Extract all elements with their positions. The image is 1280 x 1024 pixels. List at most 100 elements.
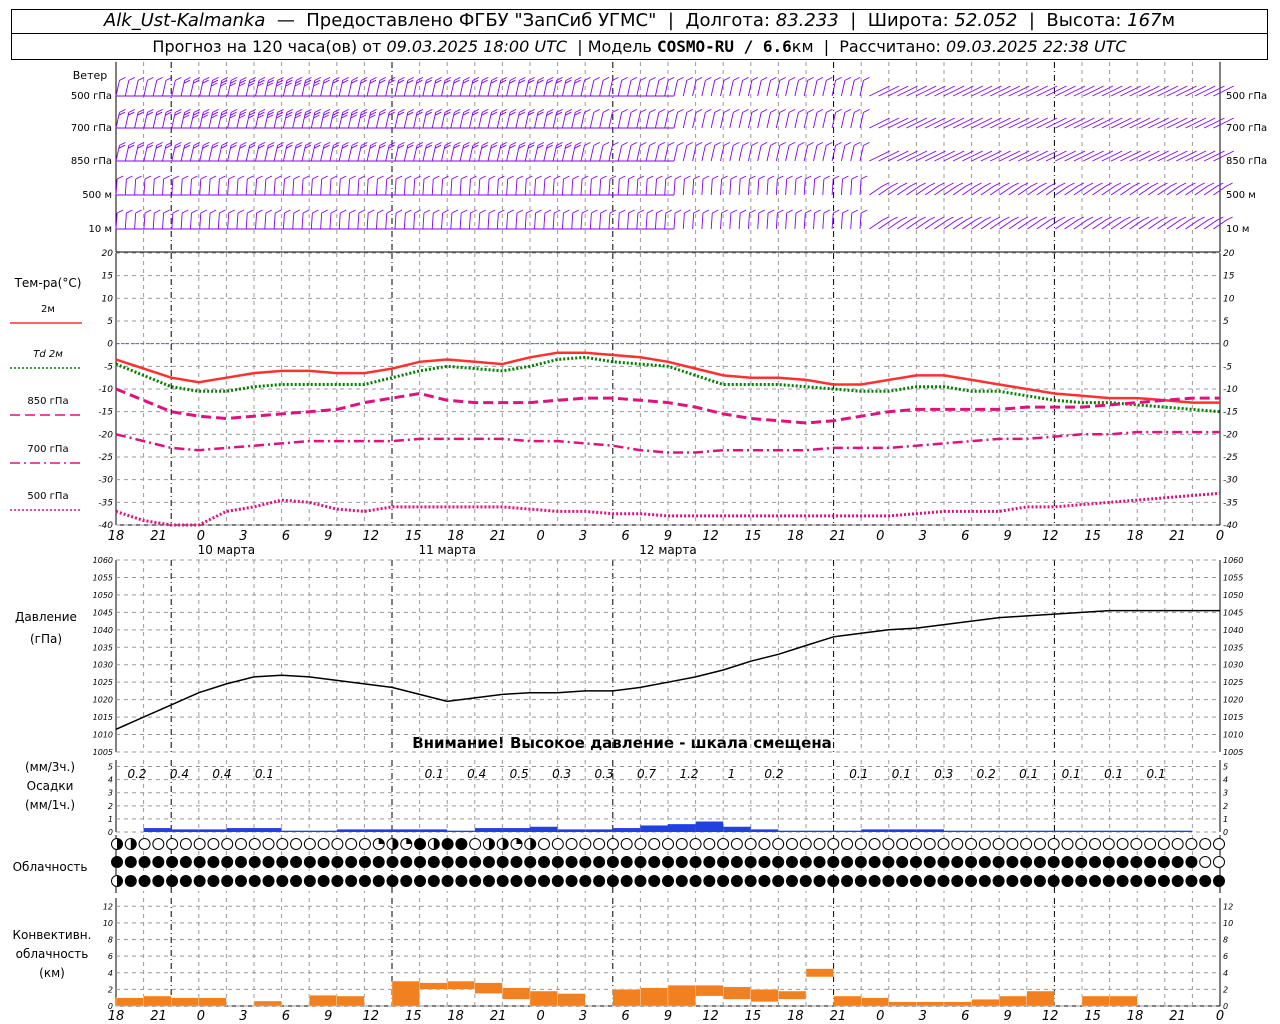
conv-bar [557,993,586,1007]
cloud-cover-circle [317,856,330,868]
precip-bar [833,830,862,832]
cloud-cover-circle [882,838,895,850]
precip-amount: 0.1 [425,767,444,781]
cloud-cover-circle [1199,838,1212,850]
cloud-cover-circle [138,875,151,887]
ytick-left-prec: 3 [108,789,113,798]
hour-label-bottom: 15 [745,1009,762,1024]
conv-bar [833,995,862,1007]
cloud-cover-circle [124,875,137,887]
cloud-cover-circle [1171,856,1184,868]
cloud-cover-circle [358,875,371,887]
hour-label-bottom: 21 [1169,1009,1186,1024]
precip-amount: 0.1 [892,767,911,781]
cloud-cover-circle [1033,838,1046,850]
cloud-cover-circle [1144,838,1157,850]
ytick-left-temp: -35 [98,498,113,508]
cloud-cover-circle [744,875,757,887]
ytick-left-pres: 1035 [93,643,113,652]
ytick-left-pres: 1015 [93,713,113,722]
hour-label-mid: 15 [1084,529,1101,544]
cloud-cover-circle [1171,838,1184,850]
cloud-cover-circle [1157,838,1170,850]
cloud-cover-circle [965,856,978,868]
precip-bar [750,829,779,832]
cloud-cover-circle [221,838,234,850]
cloud-cover-circle [620,838,633,850]
cloud-cover-circle [951,838,964,850]
cloud-cover-circle [1157,875,1170,887]
precip-amount: 0.1 [1062,767,1081,781]
cloud-cover-circle [276,856,289,868]
cloud-cover-circle [662,856,674,868]
alt-value: 167 [1127,10,1162,31]
cloud-cover-circle [730,856,743,868]
cloud-cover-circle [551,875,564,887]
conv-bar [309,995,337,1007]
cloud-cover-circle [758,875,771,887]
cloud-cover-circle [565,875,578,887]
cloud-cover-circle [565,838,578,850]
hour-label-mid: 9 [1004,529,1012,544]
cloud-cover-circle [179,838,192,850]
ytick-left-conv: 8 [108,936,113,945]
cloud-cover-circle [1171,875,1184,887]
conv-bar [198,997,227,1007]
cloud-cover-circle [620,856,633,868]
cloud-cover-circle [510,856,523,868]
cloud-cover-circle [345,875,358,887]
forecast-label: Прогноз на 120 часа(ов) от [152,37,382,56]
cloud-cover-circle [482,856,495,868]
cloud-cover-circle [992,838,1005,850]
hour-label-bottom: 15 [1084,1009,1101,1024]
temp-legend-label: 2м [41,304,55,315]
ytick-left-conv: 12 [103,902,113,911]
cloud-cover-circle [1033,875,1046,887]
hour-label-bottom: 18 [108,1009,125,1024]
ytick-left-pres: 1050 [93,591,113,600]
cloud-cover-circle [606,856,619,868]
precip-unit1: (мм/1ч.) [25,798,75,812]
ytick-left-temp: -5 [104,362,113,372]
cloud-cover-circle [414,875,427,887]
cloud-cover-circle [358,856,371,868]
hour-label-bottom: 12 [702,1009,719,1024]
cloud-cover-circle [179,856,192,868]
cloud-cover-fill [433,838,440,850]
precip-bar [695,821,724,832]
computed-time: 09.03.2025 22:38 UTC [946,37,1127,56]
cloud-title: Облачность [13,860,88,874]
cloud-cover-circle [1116,875,1129,887]
cloud-cover-circle [1213,856,1225,868]
temp-series-line [115,387,1220,425]
hour-label-bottom: 9 [1004,1009,1012,1024]
hour-label-bottom: 6 [621,1009,629,1024]
conv-bar [115,997,144,1007]
cloud-cover-circle [868,875,881,887]
cloud-cover-circle [744,838,757,850]
cloud-cover-circle [785,875,798,887]
precip-bar [640,825,668,832]
alt-unit: м [1161,10,1176,31]
conv-bar [253,1000,282,1007]
precip-amount: 0.4 [467,767,486,781]
ytick-right-temp: -25 [1223,453,1238,463]
hour-label-mid: 21 [830,529,847,544]
cloud-cover-circle [1006,838,1019,850]
ytick-right-prec: 0 [1223,828,1228,837]
hour-label-mid: 12 [702,529,719,544]
conv-bar [447,980,475,990]
cloud-cover-circle [758,838,771,850]
conv-bar [143,995,172,1007]
cloud-cover-circle [1102,856,1115,868]
cloud-cover-fill [378,838,385,844]
cloud-cover-circle [1061,875,1074,887]
precip-bar [1109,830,1138,832]
lon-label: Долгота: [685,10,771,31]
ytick-right-pres: 1005 [1223,748,1243,757]
cloud-cover-circle [841,856,854,868]
temp-series-line [115,430,1220,454]
hour-label-mid: 18 [447,529,464,544]
cloud-cover-fill [117,838,123,850]
